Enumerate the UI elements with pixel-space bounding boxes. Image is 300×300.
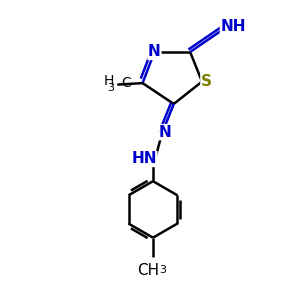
Text: NH: NH: [220, 19, 246, 34]
Text: N: N: [148, 44, 161, 59]
Text: 3: 3: [107, 82, 114, 93]
Text: N: N: [159, 125, 172, 140]
Text: S: S: [201, 74, 212, 89]
Text: 3: 3: [160, 265, 167, 275]
Text: C: C: [121, 76, 130, 90]
Text: CH: CH: [137, 263, 160, 278]
Text: HN: HN: [131, 152, 157, 166]
Text: H: H: [103, 74, 114, 88]
